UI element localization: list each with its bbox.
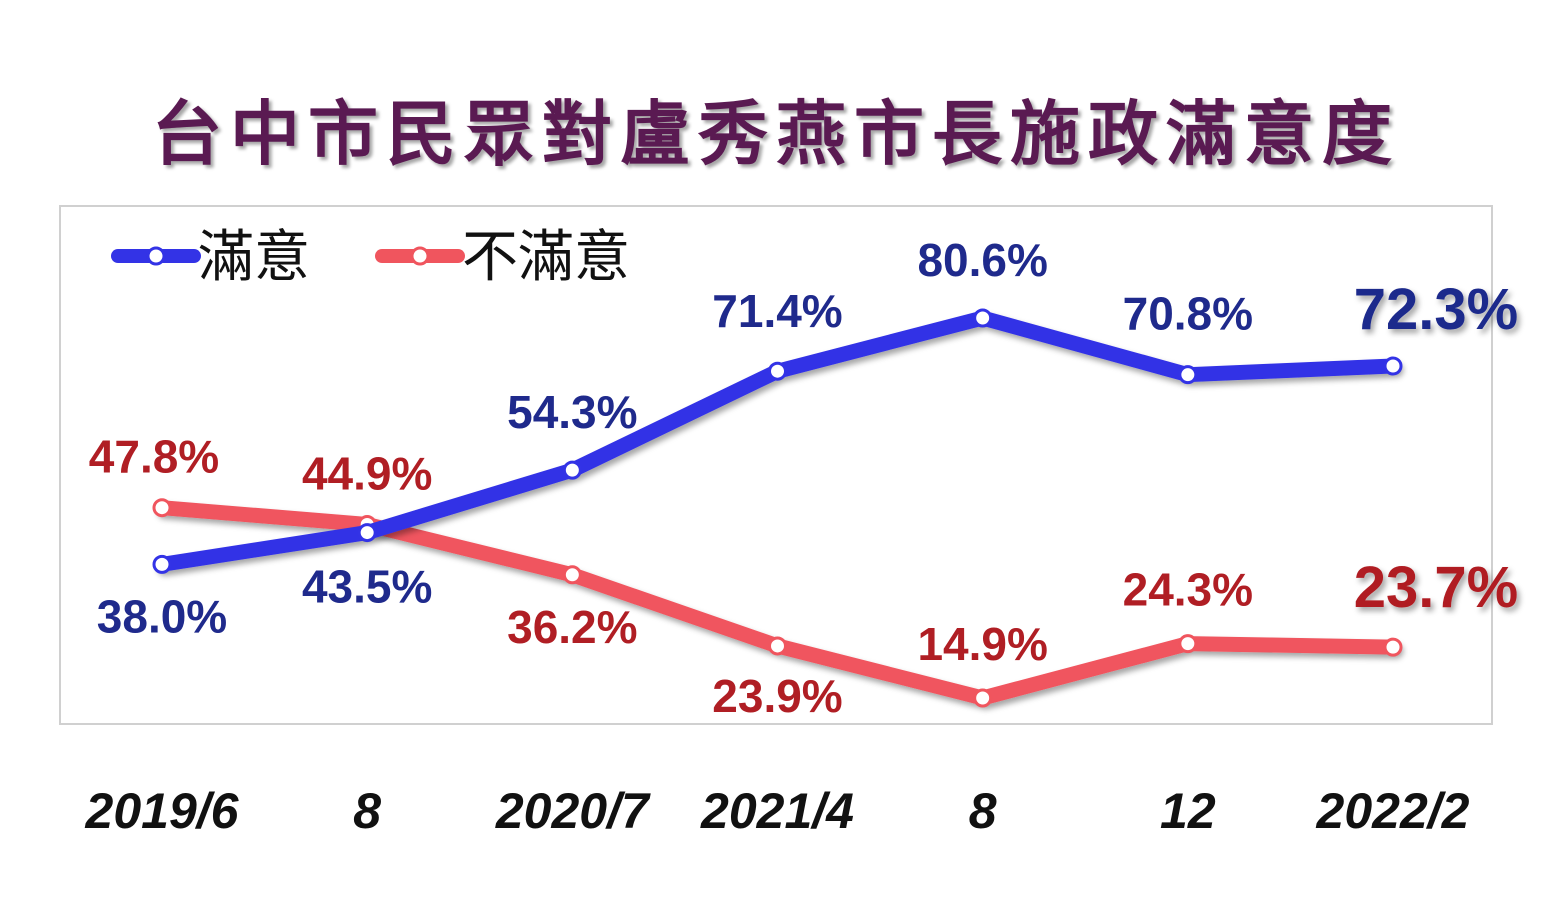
legend-label: 不滿意	[462, 225, 630, 290]
legend-item-dissatisfied: 不滿意	[375, 225, 630, 290]
data-point-satisfied	[1178, 365, 1198, 385]
x-tick-label: 2020/7	[495, 783, 651, 839]
data-label-dissatisfied: 14.9%	[917, 618, 1047, 670]
chart-title: 台中市民眾對盧秀燕市長施政滿意度	[152, 92, 1400, 175]
data-point-dissatisfied	[973, 688, 993, 708]
data-point-satisfied	[357, 523, 377, 543]
legend-marker	[146, 246, 166, 266]
x-tick-label: 12	[1160, 783, 1216, 839]
data-point-satisfied	[152, 554, 172, 574]
x-tick-label: 2022/2	[1316, 783, 1470, 839]
data-label-dissatisfied: 23.7%	[1354, 555, 1518, 620]
data-point-satisfied	[768, 361, 787, 381]
legend: 滿意 不滿意	[111, 225, 630, 290]
data-label-satisfied: 54.3%	[507, 386, 637, 438]
data-label-dissatisfied: 23.9%	[712, 670, 842, 722]
data-label-dissatisfied: 47.8%	[89, 431, 219, 483]
data-point-satisfied	[973, 308, 993, 328]
data-label-satisfied: 72.3%	[1354, 277, 1518, 342]
data-label-satisfied: 71.4%	[712, 285, 842, 337]
x-tick-label: 8	[353, 783, 381, 839]
data-labels: 38.0% 43.5% 54.3% 71.4% 80.6% 70.8% 72.3% 47.8%…	[89, 234, 1518, 722]
series-layer	[152, 308, 1403, 708]
data-label-satisfied: 43.5%	[302, 561, 432, 613]
data-point-satisfied	[1383, 356, 1403, 376]
data-point-dissatisfied	[1383, 637, 1403, 657]
data-point-dissatisfied	[768, 636, 787, 656]
data-label-satisfied: 38.0%	[97, 590, 227, 642]
data-point-dissatisfied	[152, 498, 172, 518]
data-point-satisfied	[562, 460, 582, 480]
data-label-satisfied: 80.6%	[917, 234, 1047, 286]
legend-marker	[410, 246, 430, 266]
x-tick-label: 2019/6	[85, 783, 240, 839]
x-tick-label: 8	[969, 783, 997, 839]
x-tick-label: 2021/4	[700, 783, 854, 839]
data-point-dissatisfied	[1178, 634, 1198, 654]
data-label-dissatisfied: 44.9%	[302, 447, 432, 499]
x-axis-ticks: 2019/6 8 2020/7 2021/4 8 12 2022/2	[85, 783, 1470, 839]
data-label-dissatisfied: 36.2%	[507, 601, 637, 653]
legend-label: 滿意	[198, 225, 310, 290]
data-point-dissatisfied	[562, 565, 582, 585]
data-label-dissatisfied: 24.3%	[1123, 564, 1253, 616]
legend-item-satisfied: 滿意	[111, 225, 310, 290]
data-label-satisfied: 70.8%	[1123, 288, 1253, 340]
